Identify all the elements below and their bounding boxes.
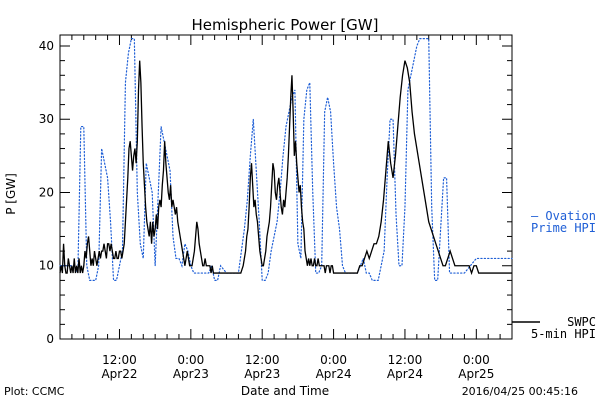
x-tick-label-time: 0:00 <box>463 353 490 367</box>
x-tick-label-date: Apr23 <box>244 367 280 381</box>
legend-ovation-line2: Prime HPI <box>531 221 596 235</box>
y-tick-label: 0 <box>46 332 54 346</box>
series-ovation-line <box>59 38 513 281</box>
footer-left: Plot: CCMC <box>4 385 65 398</box>
x-tick-label-date: Apr25 <box>458 367 494 381</box>
series-layer <box>59 38 513 281</box>
x-axis-label: Date and Time <box>241 384 329 398</box>
x-axis-ticks: 12:00Apr220:00Apr2312:00Apr230:00Apr2412… <box>71 35 501 381</box>
x-tick-label-date: Apr22 <box>101 367 137 381</box>
legend-swpc-line2: 5-min HPI <box>531 327 596 341</box>
x-tick-label-date: Apr23 <box>173 367 209 381</box>
y-axis-ticks: 0 10 20 30 40 <box>39 39 512 346</box>
y-tick-label: 10 <box>39 259 54 273</box>
y-tick-label: 40 <box>39 39 54 53</box>
y-tick-label: 30 <box>39 112 54 126</box>
series-swpc-line <box>59 60 512 276</box>
x-tick-label-time: 12:00 <box>388 353 423 367</box>
x-tick-label-time: 12:00 <box>245 353 280 367</box>
y-axis-label: P [GW] <box>4 173 18 215</box>
footer-right: 2016/04/25 00:45:16 <box>462 385 578 398</box>
y-tick-label: 20 <box>39 185 54 199</box>
legend-swpc-line1: SWPC <box>567 315 596 329</box>
legend-ovation-line1: — Ovation <box>531 209 596 223</box>
chart-title: Hemispheric Power [GW] <box>192 16 379 34</box>
x-tick-label-time: 12:00 <box>102 353 137 367</box>
x-tick-label-date: Apr24 <box>316 367 352 381</box>
x-tick-label-date: Apr24 <box>387 367 423 381</box>
x-tick-label-time: 0:00 <box>320 353 347 367</box>
x-tick-label-time: 0:00 <box>177 353 204 367</box>
